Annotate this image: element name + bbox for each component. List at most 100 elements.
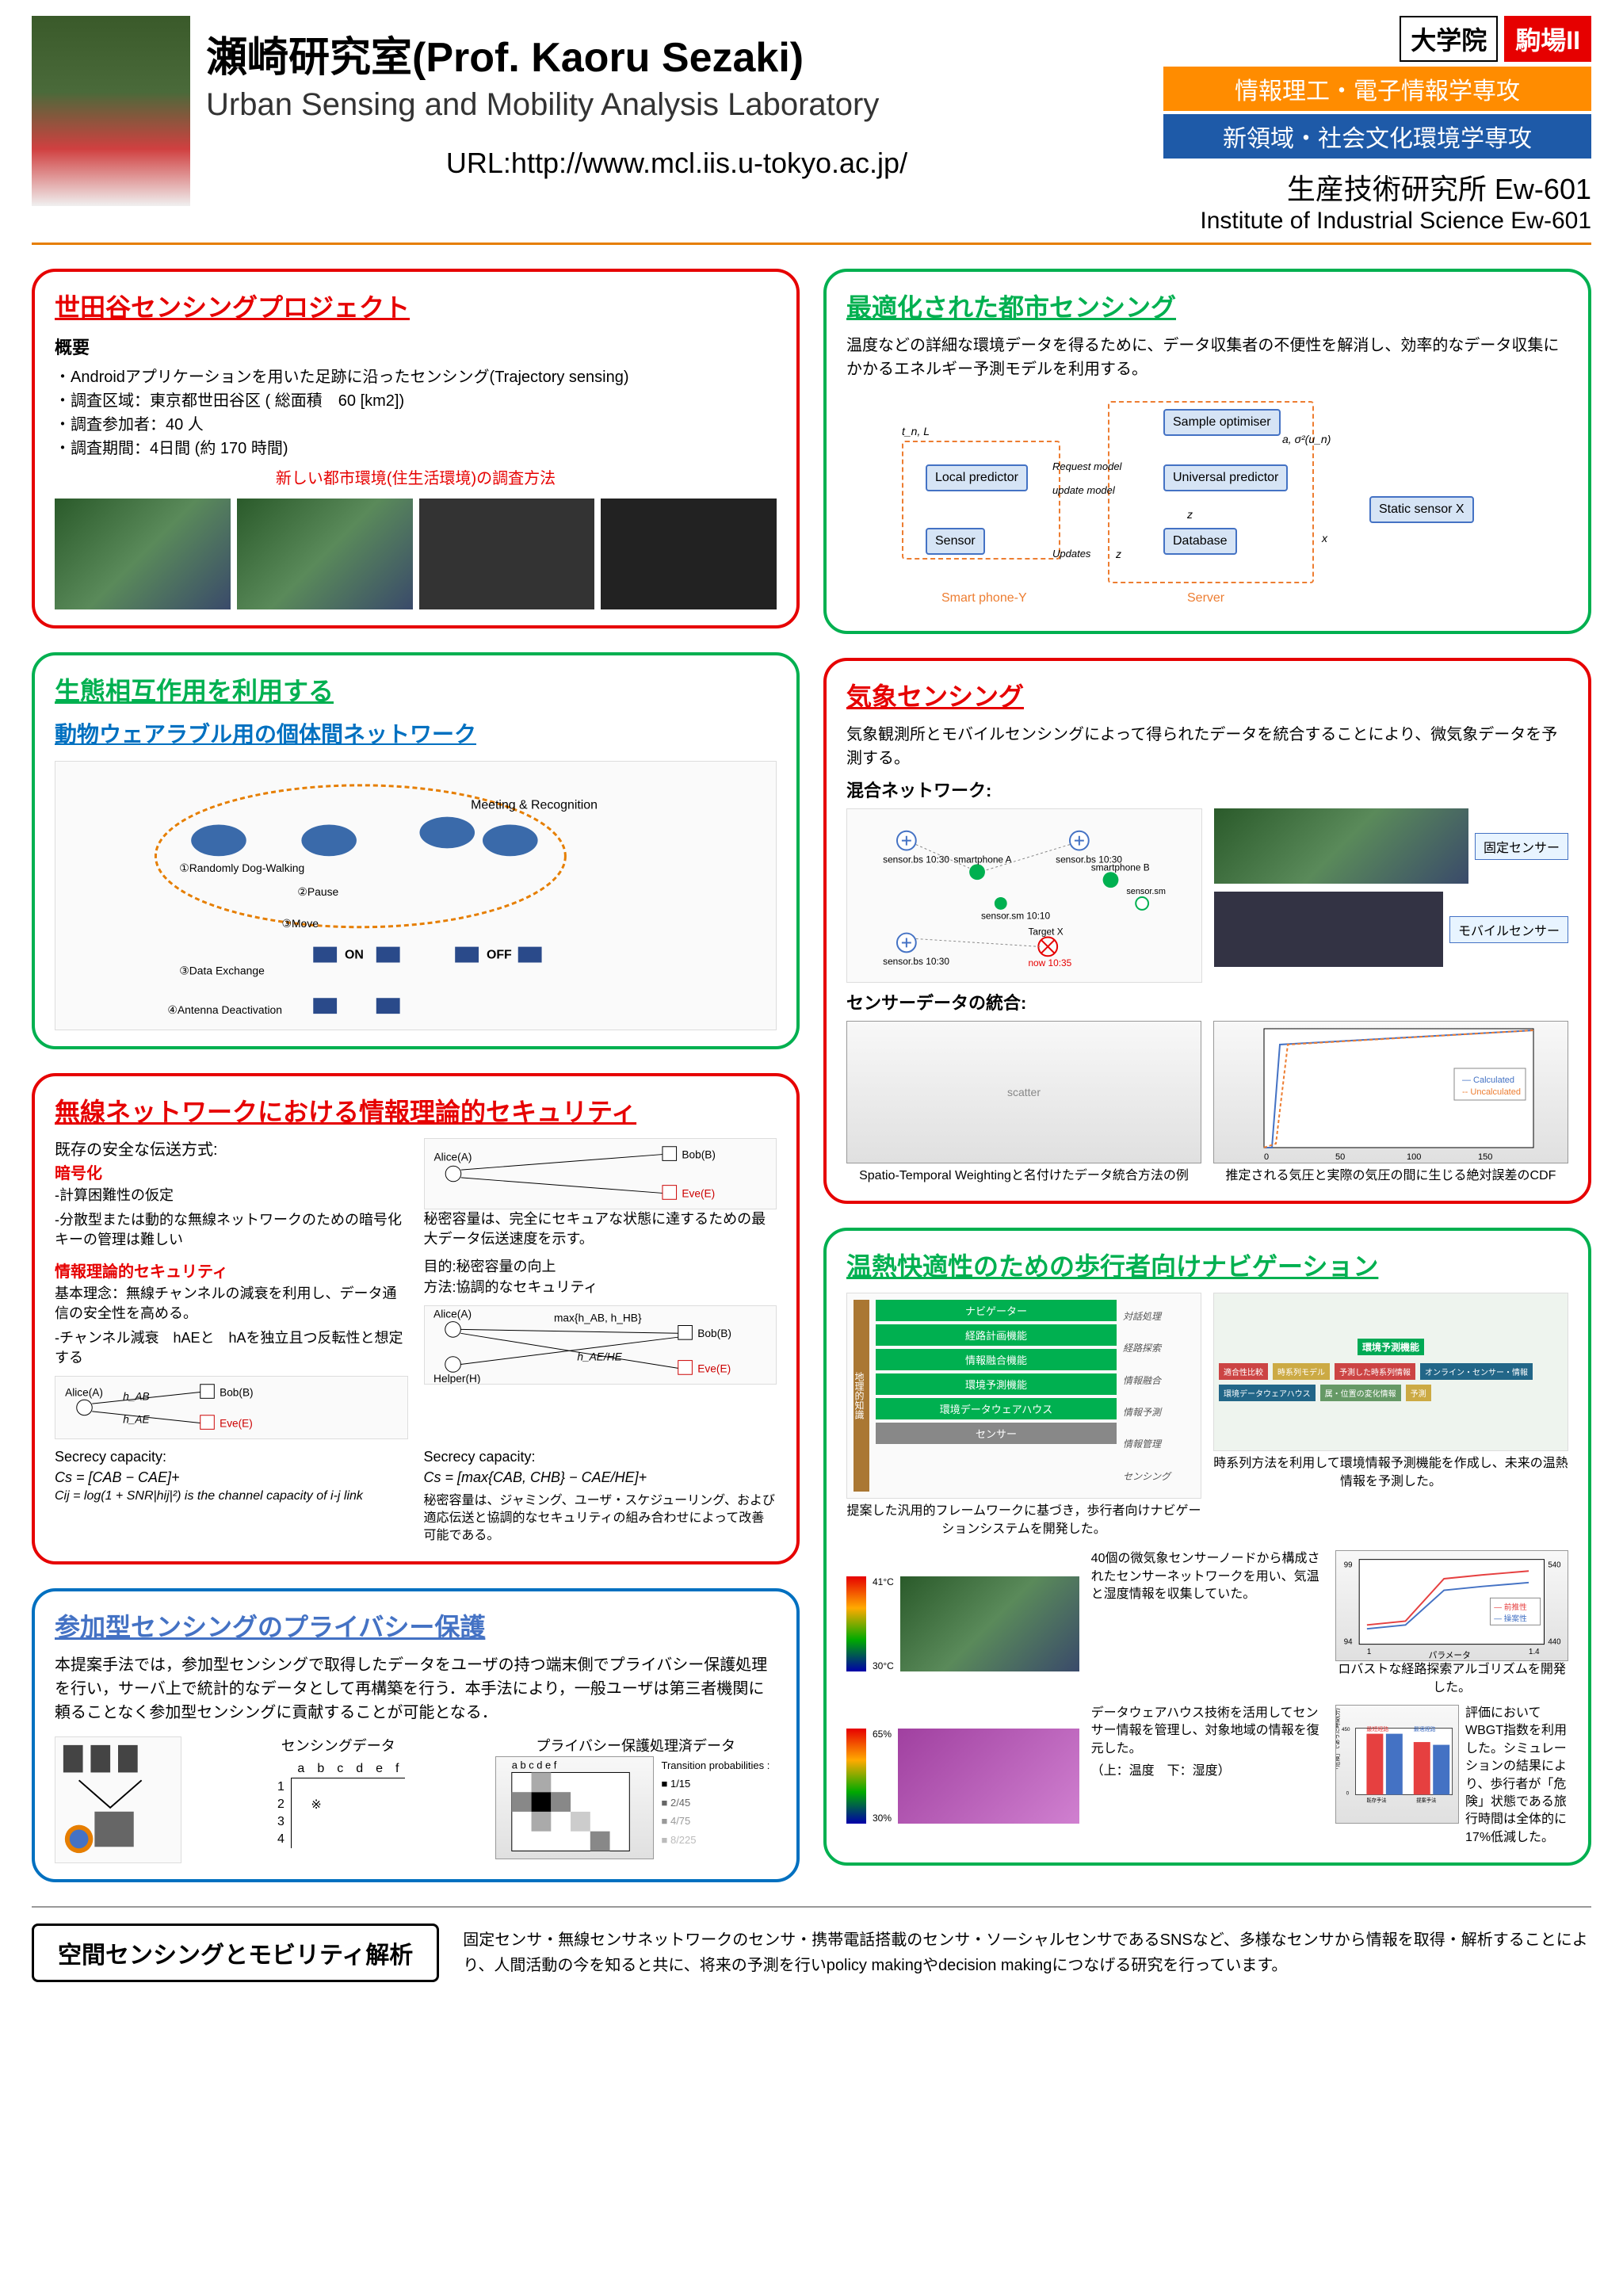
- p4-body: 本提案手法では，参加型センシングで取得したデータをユーザの持つ端末側でプライバシ…: [55, 1653, 777, 1725]
- p5-local: Local predictor: [926, 464, 1028, 491]
- p7-cap6: （上：温度 下：湿度）: [1091, 1763, 1324, 1780]
- svg-text:smartphone A: smartphone A: [953, 854, 1011, 865]
- p3-eq1: Cs = [CAB − CAE]+: [55, 1468, 408, 1488]
- p3-sec2h: 情報理論的セキュリティ: [55, 1260, 408, 1284]
- p3-sec1sub: 暗号化: [55, 1162, 408, 1186]
- svg-text:99: 99: [1344, 1561, 1353, 1570]
- p3-right: Alice(A) Bob(B) Eve(E) 秘密容量は、完全にセキュアな状態に…: [424, 1138, 777, 1439]
- p3-rt2: 目的:秘密容量の向上: [424, 1257, 777, 1277]
- p7-cap1: 提案した汎用的フレームワークに基づき，歩行者向けナビゲーションシステムを開発した…: [846, 1503, 1201, 1538]
- p1-images: [55, 499, 777, 609]
- p1-b3: ・調査参加者：40 人: [55, 413, 777, 437]
- p7-cap3: 40個の微気象センサーノードから構成されたセンサーネットワークを用い、気温と湿度…: [1091, 1550, 1324, 1697]
- p7-heatmap2: [898, 1729, 1079, 1824]
- p1-caption: 新しい都市環境(住生活環境)の調査方法: [55, 467, 777, 491]
- p7-chart2: 最短経路 最適経路 4500 既存手法 提案手法 「危険」であった時間(分): [1335, 1705, 1459, 1824]
- p5-sample: Sample optimiser: [1163, 409, 1281, 436]
- svg-text:③Data Exchange: ③Data Exchange: [179, 964, 265, 976]
- p3-eq2: Cij = log(1 + SNR|hij|²) is the channel …: [55, 1488, 408, 1505]
- badge-dept1: 情報理工・電子情報学専攻: [1163, 67, 1591, 111]
- p6-mobile: モバイルセンサー: [1449, 916, 1568, 943]
- p7-title: 温熱快適性のための歩行者向けナビゲーション: [846, 1247, 1568, 1283]
- panel-animal: 生態相互作用を利用する 動物ウェアラブル用の個体間ネットワーク Meeting …: [32, 652, 800, 1049]
- svg-text:0: 0: [1346, 1790, 1350, 1796]
- p6-fixed: 固定センサー: [1475, 833, 1568, 860]
- p7-cap2: 時系列方法を利用して環境情報予測機能を作成し、未来の温熱情報を予測した。: [1213, 1455, 1568, 1491]
- p5-diagram: Sample optimiser Universal predictor Loc…: [846, 393, 1568, 615]
- svg-text:Bob(B): Bob(B): [697, 1328, 731, 1339]
- institute-en: Institute of Industrial Science Ew-601: [1163, 208, 1591, 235]
- p5-static: Static sensor X: [1369, 496, 1474, 523]
- panel-privacy: 参加型センシングのプライバシー保護 本提案手法では，参加型センシングで取得したデ…: [32, 1588, 800, 1882]
- p4-flow-icon: [55, 1736, 181, 1863]
- svg-text:既存手法: 既存手法: [1367, 1796, 1387, 1803]
- p1-img3: [419, 499, 595, 609]
- p5-title: 最適化された都市センシング: [846, 288, 1568, 324]
- p7-predmodel: 環境予測機能 適合性比較 時系列モデル 予測した時系列情報 オンライン・センサー…: [1213, 1293, 1568, 1451]
- badge-grad: 大学院: [1400, 16, 1498, 62]
- p3-sec1b2: -分散型または動的な無線ネットワークのための暗号化キーの管理は難しい: [55, 1210, 408, 1250]
- badge-campus: 駒場II: [1504, 16, 1591, 62]
- p3-diag3: Alice(A) Helper(H) max{h_AB, h_HB} h_AE/…: [424, 1305, 777, 1385]
- svg-text:Eve(E): Eve(E): [682, 1187, 715, 1199]
- p3-sec2b1: 基本理念：無線チャンネルの減衰を利用し、データ通信の安全性を高める。: [55, 1284, 408, 1324]
- svg-text:Alice(A): Alice(A): [433, 1151, 472, 1163]
- p6-cap2: 推定される気圧と実際の気圧の間に生じる絶対誤差のCDF: [1213, 1167, 1568, 1185]
- panel-weather: 気象センシング 気象観測所とモバイルセンシングによって得られたデータを統合するこ…: [823, 658, 1591, 1204]
- svg-text:sensor.sm 10:10: sensor.sm 10:10: [981, 911, 1051, 922]
- p3-diag2: Alice(A) Bob(B) Eve(E): [424, 1138, 777, 1209]
- p6-integh: センサーデータの統合:: [846, 989, 1568, 1014]
- p6-chart2: 050100150 — Calculated -- Uncalculated: [1213, 1021, 1568, 1163]
- p6-cap1: Spatio-Temporal Weightingと名付けたデータ統合方法の例: [846, 1167, 1201, 1185]
- svg-text:smartphone B: smartphone B: [1091, 861, 1150, 873]
- right-column: 最適化された都市センシング 温度などの詳細な環境データを得るために、データ収集者…: [823, 269, 1591, 1882]
- p3-rt4: 秘密容量は、ジャミング、ユーザ・スケジューリング、および適応伝送と協調的なセキュ…: [424, 1492, 777, 1545]
- p3-sec2b2: -チャンネル減衰 hAEと hAを独立且つ反転性と想定する: [55, 1328, 408, 1368]
- panel-setagaya: 世田谷センシングプロジェクト 概要 ・Androidアプリケーションを用いた足跡…: [32, 269, 800, 628]
- svg-text:450: 450: [1342, 1727, 1350, 1733]
- p3-sclabel1: Secrecy capacity:: [55, 1447, 408, 1467]
- p4-table1: abcdef 1 2※ 3 4: [271, 1760, 405, 1848]
- p1-b1: ・Androidアプリケーションを用いた足跡に沿ったセンシング(Trajecto…: [55, 365, 777, 389]
- bottom-bar: 空間センシングとモビリティ解析 固定センサ・無線センサネットワークのセンサ・携帯…: [32, 1906, 1591, 1982]
- p6-photo1: [1214, 892, 1443, 967]
- p3-rt1: 秘密容量は、完全にセキュアな状態に達するための最大データ伝送速度を示す。: [424, 1209, 777, 1249]
- svg-text:now 10:35: now 10:35: [1028, 957, 1071, 968]
- p3-diag1: Alice(A) h_AB h_AE Bob(B) Eve(E): [55, 1376, 408, 1439]
- svg-text:Meeting & Recognition: Meeting & Recognition: [471, 799, 598, 812]
- lab-subtitle: Urban Sensing and Mobility Analysis Labo…: [206, 87, 1148, 123]
- svg-text:Alice(A): Alice(A): [65, 1387, 103, 1399]
- p1-img4: [601, 499, 777, 609]
- svg-text:h_AB: h_AB: [123, 1391, 149, 1403]
- p3-rt3: 方法:協調的なセキュリティ: [424, 1278, 777, 1297]
- svg-text:「危険」であった時間(分): 「危険」であった時間(分): [1336, 1708, 1340, 1772]
- p4-heatmap: a b c d e f: [495, 1756, 654, 1859]
- svg-text:Alice(A): Alice(A): [433, 1308, 472, 1320]
- p6-chart1: scatter: [846, 1021, 1201, 1163]
- svg-text:— 操案性: — 操案性: [1495, 1614, 1528, 1624]
- svg-text:— 前推性: — 前推性: [1495, 1602, 1528, 1612]
- svg-text:Bob(B): Bob(B): [220, 1387, 253, 1399]
- p5-server: Server: [1187, 591, 1224, 606]
- p7-cap5: データウェアハウス技術を活用してセンサー情報を管理し、対象地域の情報を復元した。: [1091, 1705, 1324, 1758]
- svg-text:-- Uncalculated: -- Uncalculated: [1462, 1087, 1521, 1097]
- svg-text:440: 440: [1549, 1638, 1562, 1647]
- institute-jp: 生産技術研究所 Ew-601: [1163, 166, 1591, 208]
- svg-text:②Pause: ②Pause: [297, 885, 338, 898]
- p2-title1: 生態相互作用を利用する: [55, 671, 777, 708]
- badge-dept2: 新領域・社会文化環境学専攻: [1163, 114, 1591, 159]
- svg-text:540: 540: [1549, 1561, 1562, 1570]
- p3-eq3: Cs = [max{CAB, CHB} − CAE/HE]+: [424, 1468, 777, 1488]
- header-right: 大学院 駒場II 情報理工・電子情報学専攻 新領域・社会文化環境学専攻 生産技術…: [1163, 16, 1591, 235]
- panel-security: 無線ネットワークにおける情報理論的セキュリティ 既存の安全な伝送方式: 暗号化 …: [32, 1073, 800, 1564]
- p7-heatmap1: [900, 1576, 1079, 1671]
- p2-title2: 動物ウェアラブル用の個体間ネットワーク: [55, 717, 777, 749]
- svg-text:0: 0: [1264, 1152, 1269, 1162]
- p7-framework: 地理的知識 ナビゲーター 経路計画機能 情報融合機能 環境予測機能 環境データウ…: [846, 1293, 1201, 1499]
- header-center: 瀬崎研究室(Prof. Kaoru Sezaki) Urban Sensing …: [206, 16, 1148, 180]
- p7-chart1: 9994 540440 11.4 パラメータ — 前推性 — 操案性: [1335, 1550, 1568, 1661]
- p1-b4: ・調査期間：4日間 (約 170 時間): [55, 437, 777, 460]
- p6-body: 気象観測所とモバイルセンシングによって得られたデータを統合することにより、微気象…: [846, 723, 1568, 770]
- p2-diagram: Meeting & Recognition ①Randomly Dog-Walk…: [55, 761, 777, 1030]
- lab-title: 瀬崎研究室(Prof. Kaoru Sezaki): [206, 24, 1148, 83]
